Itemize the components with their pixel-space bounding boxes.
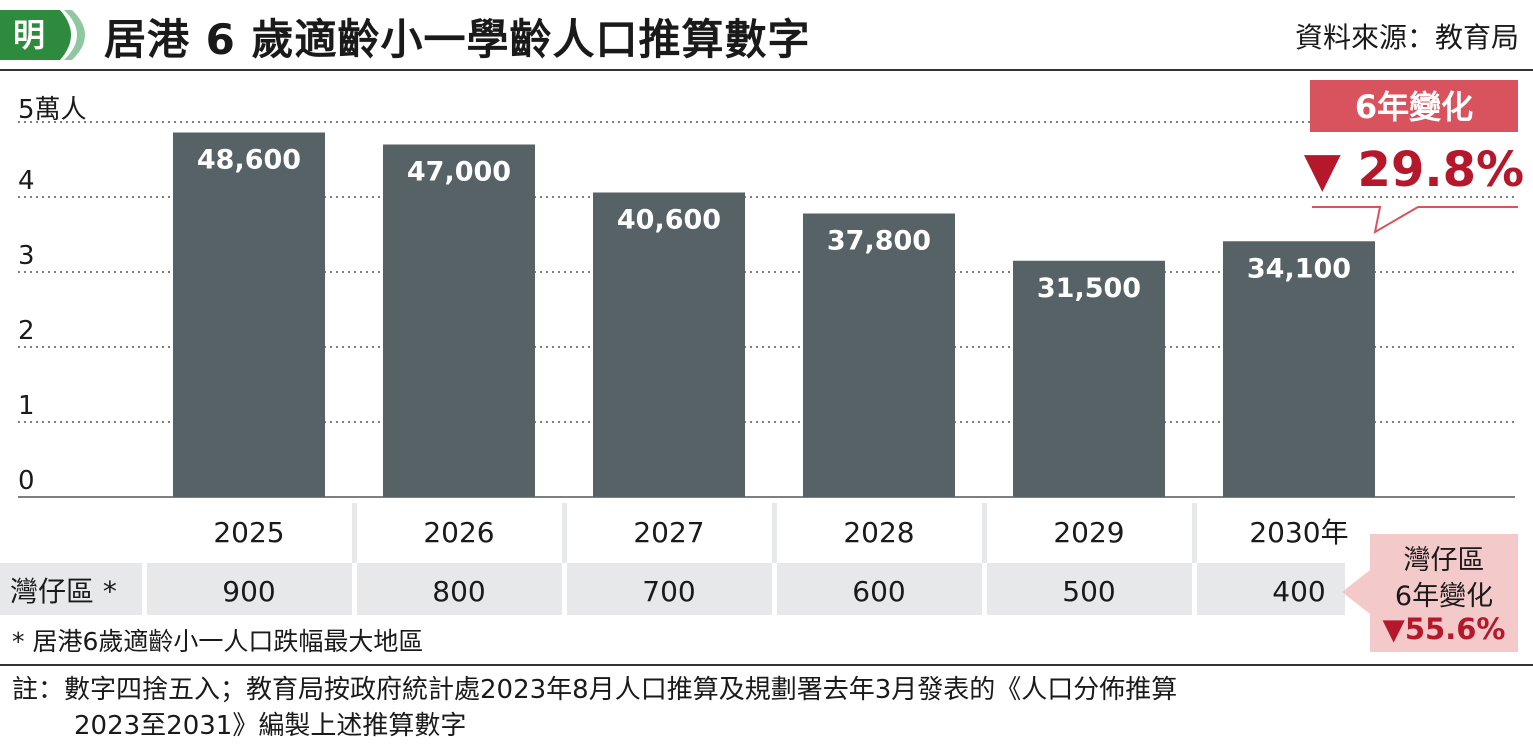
- x-tick-label: 2027: [633, 516, 704, 549]
- column-separator: [1192, 563, 1197, 615]
- y-tick-label: 3: [18, 241, 35, 271]
- source-note: 註：數字四捨五入；教育局按政府統計處2023年8月人口推算及規劃署去年3月發表的…: [12, 672, 1522, 744]
- column-separator: [1192, 503, 1197, 563]
- note-line-1: 註：數字四捨五入；教育局按政府統計處2023年8月人口推算及規劃署去年3月發表的…: [12, 675, 1178, 705]
- column-separator: [772, 503, 777, 563]
- bar-value-label: 34,100: [1247, 253, 1351, 284]
- change-callout-pointer: [1312, 206, 1518, 234]
- x-tick-label: 2026: [423, 516, 494, 549]
- bar-value-label: 40,600: [617, 205, 721, 236]
- change-callout-value: ▼ 29.8%: [1304, 142, 1524, 198]
- y-tick-label: 2: [18, 316, 35, 346]
- district-row-label: 灣仔區 *: [10, 575, 117, 608]
- column-separator: [982, 563, 987, 615]
- top-divider: [0, 69, 1533, 71]
- column-separator: [562, 503, 567, 563]
- x-tick-label: 2028: [843, 516, 914, 549]
- row-edge: [0, 503, 5, 563]
- district-row-value: 400: [1272, 575, 1325, 608]
- change-callout: 6年變化 ▼ 29.8%: [1304, 80, 1524, 234]
- district-table: 2025 900 2026 800 2027 700 2028 600 2029 500 2030年…: [0, 503, 1349, 615]
- bar: [1223, 241, 1375, 497]
- bar: [173, 132, 325, 497]
- logo-text: 明: [13, 16, 45, 54]
- y-tick-label: 1: [18, 391, 35, 421]
- chart-title: 居港 6 歲適齡小一學齡人口推算數字: [104, 15, 811, 64]
- footnote: * 居港6歲適齡小一人口跌幅最大地區: [12, 627, 424, 656]
- note-line-2: 2023至2031》編製上述推算數字: [74, 711, 467, 741]
- column-separator: [562, 563, 567, 615]
- column-separator: [142, 563, 147, 615]
- bottom-divider: [0, 664, 1533, 666]
- bar: [803, 213, 955, 497]
- bar: [593, 192, 745, 497]
- change-callout-title: 6年變化: [1355, 88, 1473, 126]
- x-tick-label: 2025: [213, 516, 284, 549]
- bar-value-label: 47,000: [407, 157, 511, 188]
- x-tick-label: 2029: [1053, 516, 1124, 549]
- bar-chart: 0 1 2 3 4 5萬人 48,600 47,000 40,600 37,800 31,500…: [0, 80, 1524, 615]
- wanchai-change-callout: 灣仔區 6年變化 ▼55.6%: [1342, 534, 1520, 652]
- chart-header: 明 居港 6 歲適齡小一學齡人口推算數字 資料來源：教育局: [0, 0, 1533, 70]
- district-row-value: 800: [432, 575, 485, 608]
- ming-pao-logo: 明: [0, 10, 85, 60]
- y-axis-ticks: 0 1 2 3 4: [18, 166, 35, 496]
- bar: [383, 144, 535, 497]
- column-separator: [772, 563, 777, 615]
- column-separator: [352, 563, 357, 615]
- y-tick-label: 4: [18, 166, 35, 196]
- column-separator: [982, 503, 987, 563]
- wanchai-callout-line1: 灣仔區: [1403, 545, 1485, 576]
- district-row-background: [0, 563, 1345, 615]
- column-separator: [352, 503, 357, 563]
- wanchai-callout-value: ▼55.6%: [1382, 612, 1506, 646]
- bars: 48,600 47,000 40,600 37,800 31,500 34,100: [173, 132, 1375, 497]
- district-row-value: 600: [852, 575, 905, 608]
- y-tick-label: 0: [18, 466, 35, 496]
- change-callout-box: [1310, 80, 1518, 132]
- bar: [1013, 260, 1165, 497]
- bar-value-label: 31,500: [1037, 273, 1141, 304]
- wanchai-callout-line2: 6年變化: [1394, 581, 1494, 612]
- bar-value-label: 48,600: [197, 145, 301, 176]
- district-row-value: 700: [642, 575, 695, 608]
- wanchai-callout-box: 灣仔區 6年變化 ▼55.6%: [1370, 534, 1518, 652]
- y-axis-unit-label: 5萬人: [18, 95, 87, 125]
- x-tick-label: 2030年: [1249, 516, 1348, 549]
- bar-value-label: 37,800: [827, 226, 931, 257]
- district-row-value: 500: [1062, 575, 1115, 608]
- district-row-value: 900: [222, 575, 275, 608]
- source-text: 資料來源：教育局: [1294, 21, 1519, 54]
- wanchai-callout-pointer: [1342, 570, 1370, 614]
